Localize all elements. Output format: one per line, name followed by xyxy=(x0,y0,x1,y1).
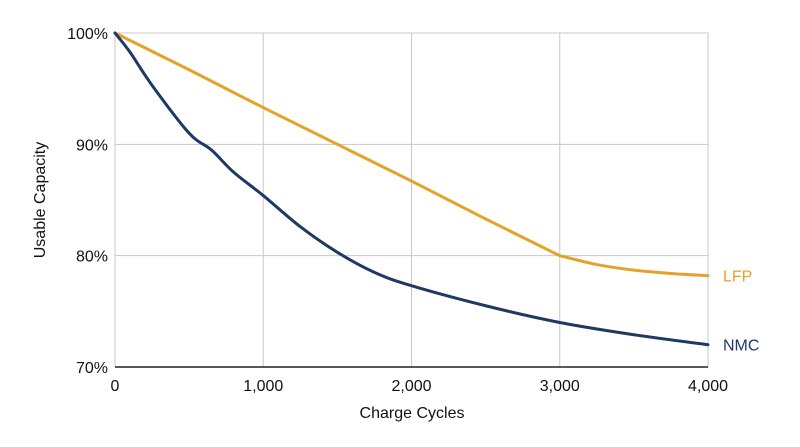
x-axis-title: Charge Cycles xyxy=(360,405,465,422)
series-lines xyxy=(113,31,710,347)
grid-lines xyxy=(114,32,709,368)
y-tick-label: 70% xyxy=(76,360,108,377)
series-labels: LFP NMC xyxy=(723,269,759,355)
y-axis-ticks: 70% 80% 90% 100% xyxy=(67,26,108,377)
y-tick-label: 100% xyxy=(67,26,108,43)
x-tick-label: 3,000 xyxy=(540,378,580,395)
series-line-lfp xyxy=(113,31,710,278)
y-tick-label: 80% xyxy=(76,249,108,266)
x-tick-label: 4,000 xyxy=(688,378,728,395)
x-tick-label: 2,000 xyxy=(391,378,431,395)
series-line-nmc xyxy=(113,31,710,347)
x-tick-label: 0 xyxy=(111,378,120,395)
y-axis-title: Usable Capacity xyxy=(32,142,49,259)
x-tick-label: 1,000 xyxy=(243,378,283,395)
y-tick-label: 90% xyxy=(76,137,108,154)
x-axis-ticks: 0 1,000 2,000 3,000 4,000 xyxy=(111,378,729,395)
series-label-lfp: LFP xyxy=(723,269,752,286)
series-label-nmc: NMC xyxy=(723,338,759,355)
